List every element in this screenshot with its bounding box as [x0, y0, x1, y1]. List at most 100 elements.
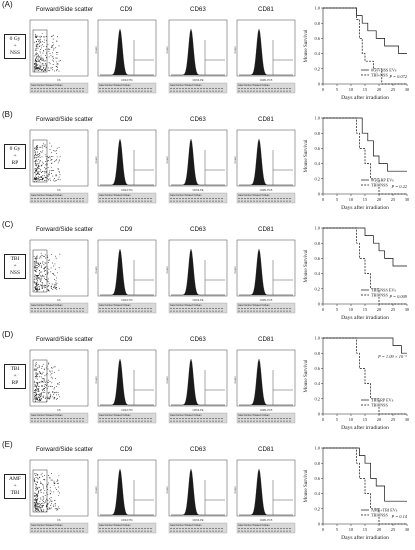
scatter-point — [40, 275, 42, 277]
x-axis-label: Days after irradiation — [341, 94, 389, 101]
scatter-plot: [Ungated] FS / SSFSGate Number %Gated X-… — [29, 459, 89, 534]
scatter-point — [36, 397, 38, 399]
scatter-point — [37, 67, 39, 69]
scatter-point — [35, 44, 37, 46]
flow-x-label: CD9-FITC — [121, 188, 133, 192]
legend-label: TBI+NSS EVs — [371, 288, 396, 293]
column-title-scatter: Forward/Side scatter — [36, 116, 94, 123]
scatter-point — [37, 391, 39, 393]
survival-chart: 0 0.2 0.4 0.6 0.8 1.0 0 5 10 15 20 25 30 Mouse Surviv… — [303, 116, 410, 211]
scatter-point — [36, 393, 38, 395]
legend-label: TBI+NSS — [371, 293, 388, 298]
scatter-point — [42, 63, 44, 65]
scatter-point — [34, 279, 36, 281]
scatter-point — [34, 498, 36, 500]
stats-table: Gate Number %Gated X-Mean — [97, 412, 157, 424]
x-tick-label: 5 — [336, 197, 339, 202]
scatter-point — [42, 275, 44, 277]
scatter-point — [53, 150, 55, 152]
scatter-point — [42, 506, 44, 508]
scatter-point — [39, 481, 41, 483]
scatter-point — [36, 285, 38, 287]
scatter-point — [37, 163, 39, 165]
scatter-point — [37, 153, 39, 155]
scatter-point — [46, 39, 47, 41]
x-axis-label: Days after irradiation — [341, 204, 389, 211]
scatter-point — [50, 385, 52, 387]
scatter-point — [34, 156, 36, 158]
scatter-point — [50, 162, 52, 164]
scatter-point — [39, 177, 41, 179]
histogram-peak — [100, 358, 154, 406]
scatter-point — [47, 396, 49, 398]
scatter-point — [50, 479, 52, 481]
scatter-point — [37, 55, 39, 57]
scatter-point — [59, 396, 61, 398]
scatter-point — [57, 178, 59, 180]
scatter-point — [36, 65, 38, 67]
scatter-point — [49, 385, 51, 387]
panel-letter: (E) — [2, 440, 13, 449]
scatter-point — [38, 171, 40, 173]
scatter-point — [35, 41, 37, 43]
plot-frame — [236, 349, 296, 407]
scatter-point — [36, 385, 38, 387]
flow-x-label: CD9-FITC — [121, 298, 133, 302]
scatter-point — [58, 486, 60, 488]
stats-table: Gate Number %Gated X-Mean — [97, 82, 157, 94]
scatter-point — [36, 265, 38, 266]
scatter-point — [56, 480, 58, 482]
scatter-point — [49, 172, 51, 174]
scatter-point — [56, 508, 58, 510]
scatter-point — [38, 269, 40, 271]
scatter-point — [50, 54, 52, 56]
scatter-point — [39, 503, 41, 505]
scatter-point — [45, 168, 47, 170]
scatter-point — [55, 173, 57, 175]
scatter-point — [36, 373, 38, 375]
scatter-point — [45, 257, 47, 259]
scatter-point — [41, 179, 43, 181]
scatter-point — [53, 160, 55, 162]
scatter-point — [36, 169, 37, 171]
figure-panel: (D) TBI + RP Forward/Side scatter CD9 CD63 CD81… — [0, 330, 415, 440]
scatter-point — [33, 504, 35, 506]
scatter-point — [38, 59, 40, 61]
histogram-peak — [239, 358, 293, 406]
scatter-point — [37, 378, 38, 380]
scatter-point — [36, 62, 38, 64]
scatter-point — [55, 391, 57, 393]
scatter-point — [34, 481, 36, 483]
scatter-point — [40, 257, 42, 259]
scatter-point — [40, 271, 42, 273]
stats-header: Gate Number %Gated X-Mean — [170, 524, 202, 527]
scatter-point — [56, 284, 58, 286]
y-tick-label: 0.2 — [315, 506, 321, 511]
scatter-point — [35, 287, 37, 289]
scatter-point — [51, 283, 53, 285]
scatter-point — [53, 47, 55, 49]
stats-header: Gate Number %Gated X-Mean — [238, 304, 270, 307]
scatter-point — [41, 271, 43, 273]
histogram-peak — [171, 138, 225, 186]
scatter-point — [34, 262, 36, 264]
scatter-point — [37, 277, 39, 279]
scatter-point — [42, 284, 44, 286]
scatter-point — [42, 397, 44, 398]
scatter-point — [44, 154, 46, 156]
scatter-point — [50, 173, 52, 174]
x-tick-label: 30 — [405, 527, 410, 532]
scatter-point — [40, 62, 42, 64]
scatter-point — [37, 145, 39, 147]
scatter-point — [53, 366, 55, 368]
scatter-point — [35, 60, 37, 62]
scatter-point — [43, 395, 45, 397]
scatter-point — [36, 147, 38, 149]
x-axis-label: Days after irradiation — [341, 424, 389, 431]
survival-chart: 0 0.2 0.4 0.6 0.8 1.0 0 5 10 15 20 25 30 Mouse Surviv… — [303, 226, 410, 321]
scatter-point — [36, 288, 38, 290]
scatter-point — [38, 36, 40, 38]
scatter-point — [36, 390, 38, 392]
scatter-point — [52, 272, 54, 274]
histogram-peak — [100, 28, 154, 76]
